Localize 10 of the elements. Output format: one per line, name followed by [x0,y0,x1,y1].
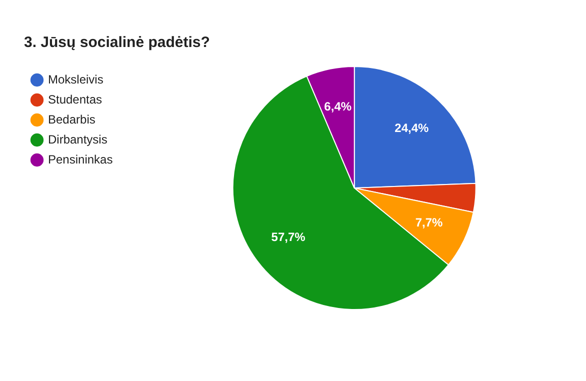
chart-title: 3. Jūsų socialinė padėtis? [24,34,210,51]
legend-label: Studentas [48,92,102,106]
data-label: 7,7% [415,216,443,230]
legend-label: Moksleivis [48,72,104,86]
data-label: 24,4% [394,120,429,135]
legend-label: Bedarbis [48,112,96,126]
data-label: 6,4% [324,99,352,114]
legend-label: Pensininkas [48,152,113,166]
data-label: 57,7% [271,230,306,244]
legend-label: Dirbantysis [48,132,108,146]
